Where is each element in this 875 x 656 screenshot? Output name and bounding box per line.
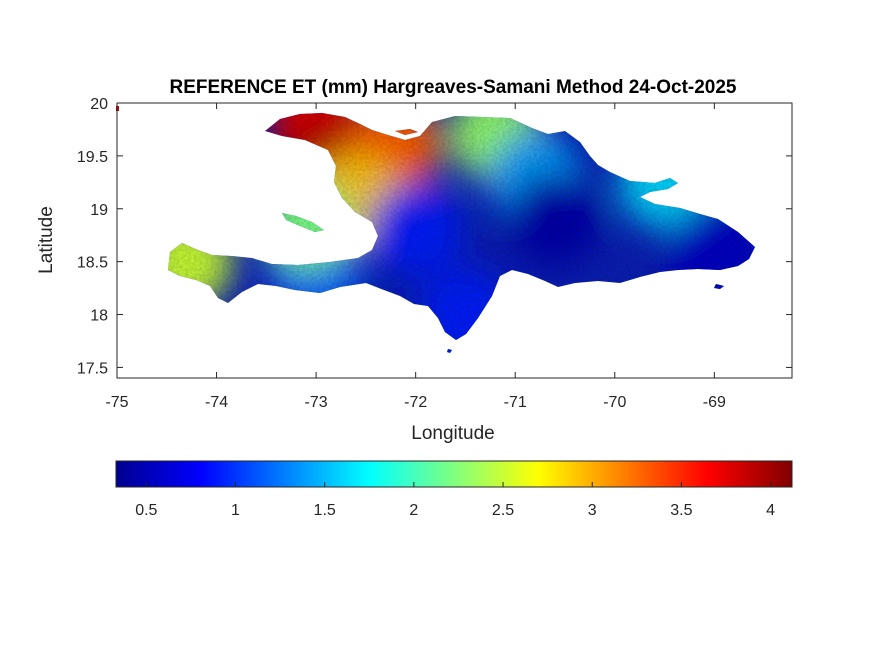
x-tick-label: -72 <box>404 394 427 411</box>
colorbar-tick-label: 2.5 <box>492 502 514 519</box>
colorbar-tick-label: 2 <box>409 502 418 519</box>
chart-title: REFERENCE ET (mm) Hargreaves-Samani Meth… <box>170 77 737 98</box>
y-axis-label: Latitude <box>36 206 57 274</box>
x-tick-label: -74 <box>205 394 228 411</box>
x-tick-label: -71 <box>504 394 527 411</box>
colorbar <box>115 460 793 488</box>
x-tick-label: -73 <box>305 394 328 411</box>
x-axis: -75 -74 -73 -72 -71 -70 -69 <box>105 103 726 411</box>
x-tick-label: -69 <box>703 394 726 411</box>
y-tick-label: 18.5 <box>77 255 108 272</box>
x-tick-label: -70 <box>603 394 626 411</box>
colorbar-ticks: 0.5 1 1.5 2 2.5 3 3.5 4 <box>135 482 775 519</box>
colorbar-tick-label: 3 <box>588 502 597 519</box>
x-tick-label: -75 <box>105 394 128 411</box>
colorbar-tick-label: 4 <box>766 502 775 519</box>
colorbar-tick-label: 3.5 <box>670 502 692 519</box>
y-tick-label: 18 <box>90 308 108 325</box>
y-tick-label: 19 <box>90 202 108 219</box>
y-tick-label: 17.5 <box>77 360 108 377</box>
x-axis-label: Longitude <box>411 423 494 444</box>
axes-frame <box>116 102 793 379</box>
colorbar-tick-label: 1 <box>231 502 240 519</box>
y-tick-label: 20 <box>90 96 108 113</box>
colorbar-tick-label: 1.5 <box>314 502 336 519</box>
y-tick-label: 19.5 <box>77 149 108 166</box>
colorbar-tick-label: 0.5 <box>135 502 157 519</box>
y-axis: 17.5 18 18.5 19 19.5 20 <box>77 96 792 377</box>
